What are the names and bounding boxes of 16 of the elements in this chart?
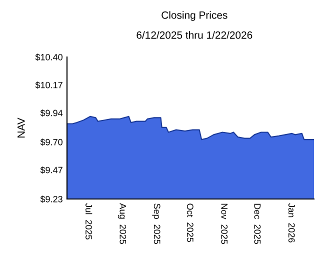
x-tick-label: Oct 2025 (186, 204, 194, 242)
x-tick-label: Aug 2025 (118, 203, 126, 244)
x-tick-label: Jan 2026 (288, 203, 295, 242)
x-tick-label: Nov 2025 (221, 204, 228, 244)
chart-subtitle: 6/12/2025 thru 1/22/2026 (136, 31, 252, 39)
x-tick-label: Jul 2025 (86, 203, 92, 240)
y-tick-label: $10.17 (35, 82, 62, 89)
y-tick-label: $9.23 (40, 196, 62, 203)
y-axis-title: NAV (18, 118, 25, 138)
x-tick-label: Dec 2025 (254, 204, 261, 244)
y-tick-label: $9.70 (40, 138, 62, 146)
chart-title: Closing Prices (162, 11, 228, 21)
y-tick-label: $9.47 (40, 166, 62, 174)
y-tick-label: $10.40 (35, 54, 62, 61)
x-tick-label: Sep 2025 (152, 204, 160, 244)
y-tick-label: $9.94 (40, 109, 63, 117)
